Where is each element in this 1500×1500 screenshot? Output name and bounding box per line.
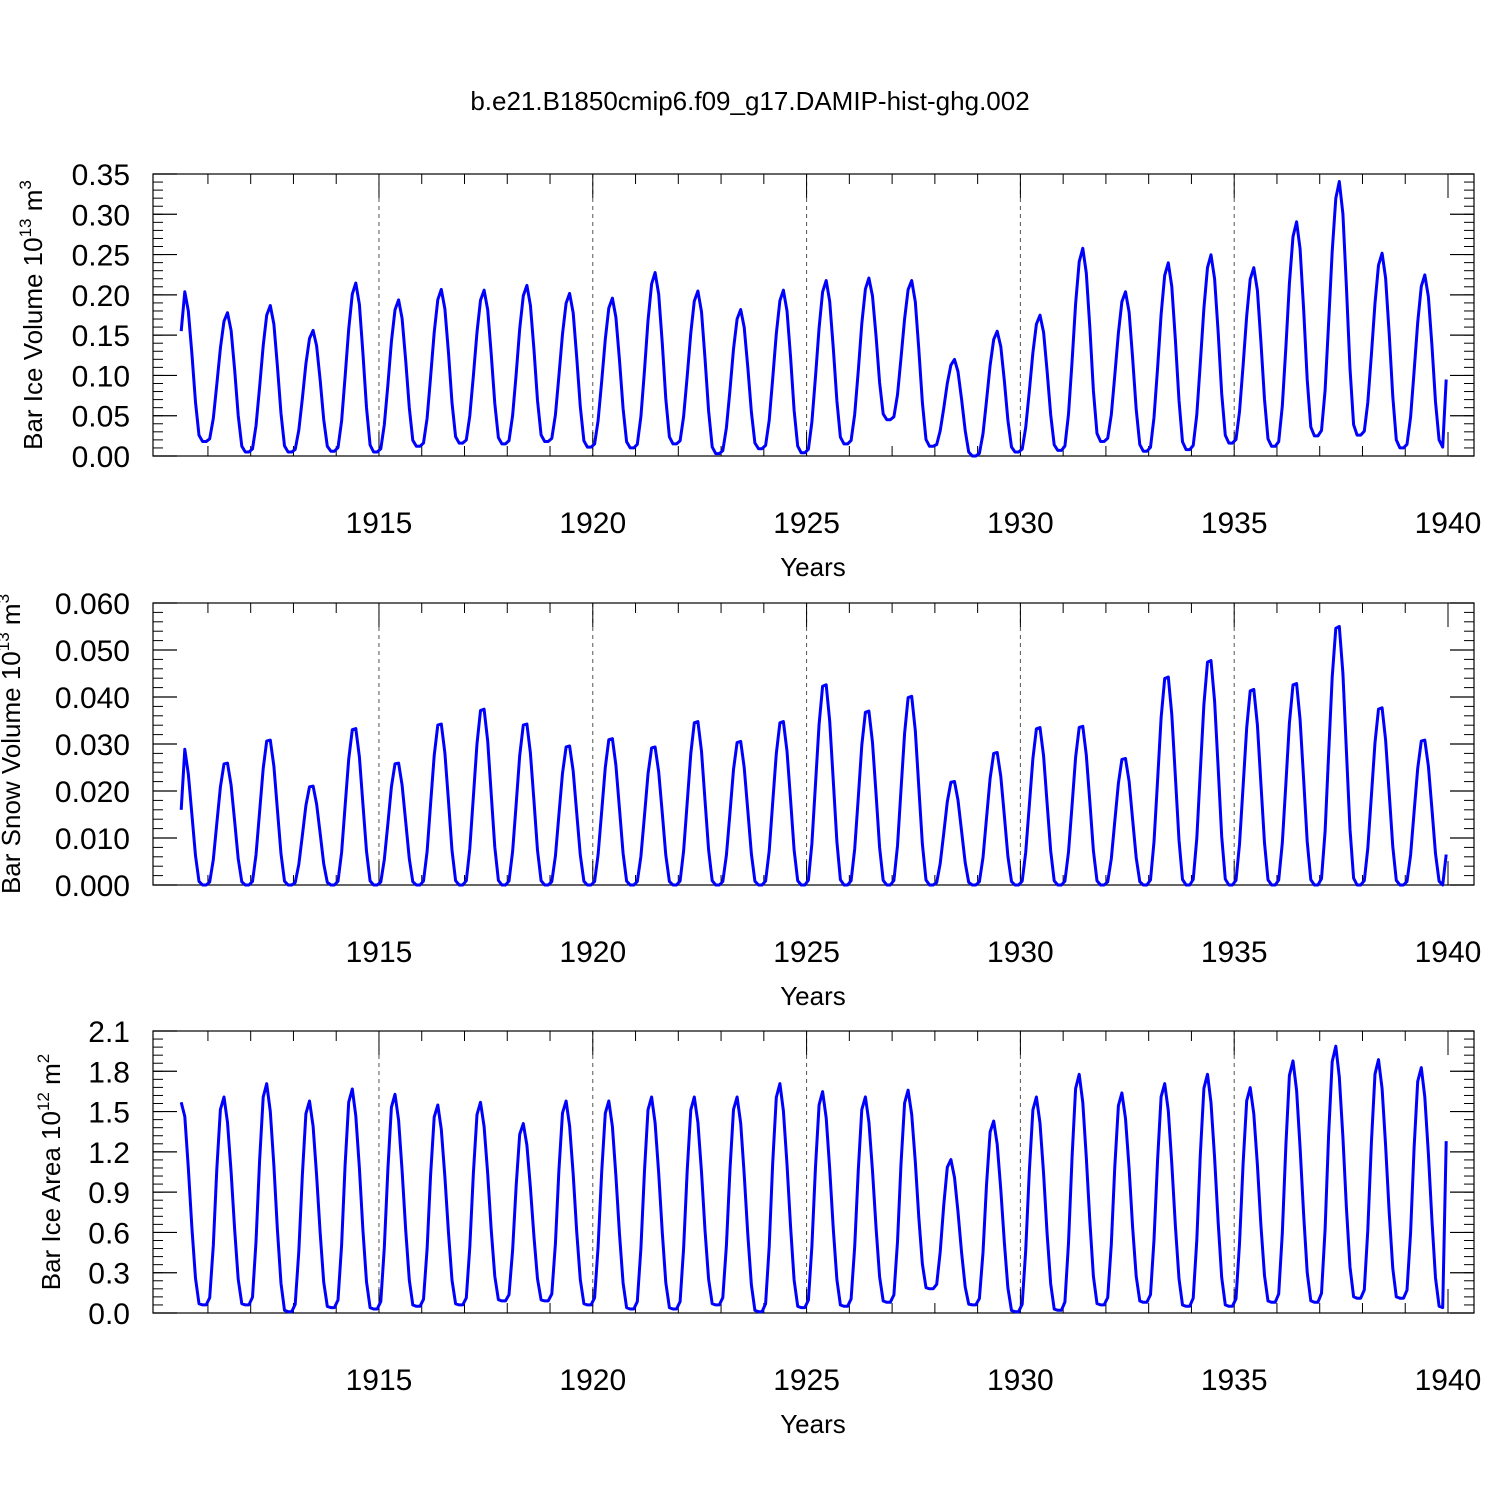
- y-tick-label: 0.15: [72, 320, 130, 353]
- y-tick-label: 1.5: [88, 1097, 130, 1130]
- series-line: [179, 180, 1448, 458]
- chart-title: b.e21.B1850cmip6.f09_g17.DAMIP-hist-ghg.…: [470, 86, 1029, 116]
- x-tick-label: 1935: [1201, 1364, 1268, 1397]
- y-axis-title: Bar Ice Volume 1013 m3: [16, 180, 48, 450]
- y-tick-label: 0.20: [72, 280, 130, 313]
- panel-snow-volume: 0.000 0.010 0.020 0.030 0.040 0.050 0.060 1915 1…: [0, 588, 1481, 1011]
- y-tick-label: 0.000: [55, 870, 130, 903]
- x-tick-label: 1925: [773, 1364, 840, 1397]
- panel-ice-volume: 0.00 0.05 0.10 0.15 0.20 0.25 0.30 0.35 1915 1920…: [16, 159, 1481, 582]
- y-axis-title: Bar Ice Area 1012 m2: [34, 1054, 66, 1291]
- panel-ice-area: 0.0 0.3 0.6 0.9 1.2 1.5 1.8 2.1 1915 1920 1925 1930…: [34, 1016, 1481, 1439]
- y-tick-label: 0.050: [55, 635, 130, 668]
- y-tick-label: 0.020: [55, 776, 130, 809]
- y-tick-label: 0.030: [55, 729, 130, 762]
- y-tick-label: 0.060: [55, 588, 130, 621]
- y-tick-label: 0.3: [88, 1258, 130, 1291]
- x-tick-label: 1915: [346, 507, 413, 540]
- plot-frame: [152, 173, 1475, 457]
- y-tick-label: 1.2: [88, 1137, 130, 1170]
- y-tick-label: 0.35: [72, 159, 130, 192]
- x-tick-label: 1920: [559, 1364, 626, 1397]
- y-tick-label: 0.6: [88, 1217, 130, 1250]
- x-tick-label: 1935: [1201, 507, 1268, 540]
- y-tick-label: 0.0: [88, 1298, 130, 1331]
- x-tick-label: 1915: [346, 936, 413, 969]
- y-tick-label: 0.00: [72, 441, 130, 474]
- series-line: [179, 1044, 1448, 1314]
- x-tick-label: 1930: [987, 936, 1054, 969]
- x-tick-label: 1920: [559, 936, 626, 969]
- x-tick-label: 1935: [1201, 936, 1268, 969]
- y-tick-label: 0.9: [88, 1177, 130, 1210]
- x-tick-label: 1920: [559, 507, 626, 540]
- x-tick-label: 1925: [773, 936, 840, 969]
- x-tick-label: 1915: [346, 1364, 413, 1397]
- plot-frame: [152, 1030, 1475, 1314]
- x-tick-label: 1925: [773, 507, 840, 540]
- y-tick-label: 0.10: [72, 360, 130, 393]
- y-tick-label: 0.010: [55, 823, 130, 856]
- series-line: [179, 624, 1448, 887]
- x-tick-label: 1940: [1415, 1364, 1482, 1397]
- x-axis-title: Years: [780, 981, 846, 1011]
- y-tick-label: 0.30: [72, 199, 130, 232]
- x-axis-title: Years: [780, 552, 846, 582]
- y-tick-label: 0.05: [72, 401, 130, 434]
- y-tick-label: 2.1: [88, 1016, 130, 1049]
- x-tick-label: 1930: [987, 1364, 1054, 1397]
- x-axis-title: Years: [780, 1409, 846, 1439]
- y-tick-label: 0.25: [72, 240, 130, 273]
- x-tick-label: 1930: [987, 507, 1054, 540]
- y-tick-label: 1.8: [88, 1056, 130, 1089]
- y-tick-label: 0.040: [55, 682, 130, 715]
- y-axis-title: Bar Snow Volume 1013 m3: [0, 594, 26, 894]
- x-tick-label: 1940: [1415, 936, 1482, 969]
- x-tick-label: 1940: [1415, 507, 1482, 540]
